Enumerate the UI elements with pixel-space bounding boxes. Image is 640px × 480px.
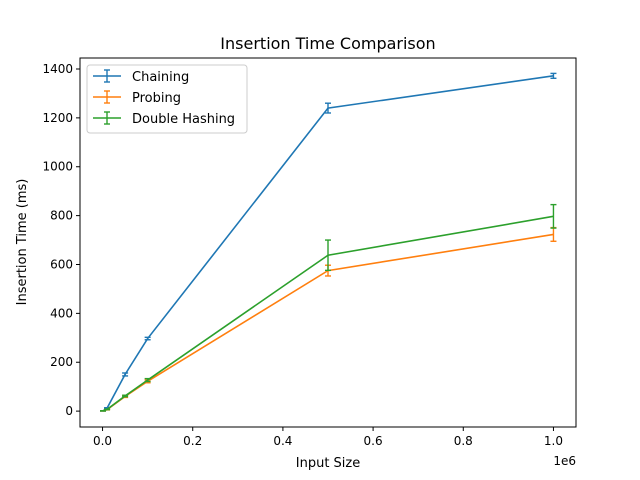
x-axis: 0.0 0.2 0.4 0.6 0.8 1.0 — [93, 427, 563, 448]
x-tick-label: 1.0 — [544, 434, 563, 448]
x-axis-label: Input Size — [296, 456, 360, 471]
y-tick-label: 1400 — [42, 62, 73, 76]
y-axis-label: Insertion Time (ms) — [15, 179, 30, 306]
x-tick-label: 0.6 — [364, 434, 383, 448]
legend-label: Probing — [132, 91, 181, 106]
y-tick-label: 600 — [50, 257, 73, 271]
y-tick-label: 1200 — [42, 111, 73, 125]
x-tick-label: 0.0 — [93, 434, 112, 448]
y-tick-label: 1000 — [42, 160, 73, 174]
legend: Chaining Probing Double Hashing — [86, 64, 248, 134]
legend-label: Chaining — [132, 70, 189, 85]
x-tick-label: 0.2 — [183, 434, 202, 448]
series-double-hashing — [99, 203, 557, 412]
legend-entry: Probing — [93, 90, 181, 106]
y-tick-label: 800 — [50, 209, 73, 223]
chart-title: Insertion Time Comparison — [220, 34, 435, 53]
x-axis-offset-label: 1e6 — [553, 454, 576, 468]
legend-box — [86, 64, 248, 134]
legend-label: Double Hashing — [132, 112, 235, 127]
y-tick-label: 200 — [50, 355, 73, 369]
x-tick-label: 0.4 — [273, 434, 292, 448]
axes-frame — [79, 57, 577, 428]
y-tick-label: 400 — [50, 306, 73, 320]
legend-entry: Chaining — [93, 69, 189, 85]
y-tick-label: 0 — [65, 404, 73, 418]
plot-area — [99, 72, 557, 412]
y-axis: 0 200 400 600 800 1000 1200 1400 — [42, 62, 80, 418]
x-tick-label: 0.8 — [454, 434, 473, 448]
legend-entry: Double Hashing — [93, 111, 235, 127]
